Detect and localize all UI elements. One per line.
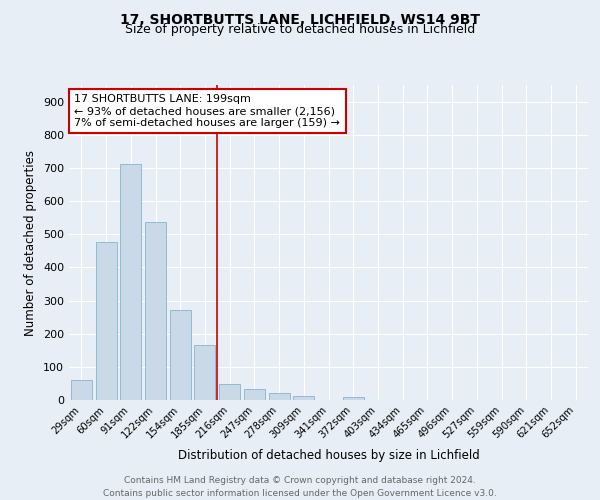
Y-axis label: Number of detached properties: Number of detached properties [25,150,37,336]
X-axis label: Distribution of detached houses by size in Lichfield: Distribution of detached houses by size … [178,449,479,462]
Bar [120,164,141,400]
Bar [219,384,240,400]
Text: 17, SHORTBUTTS LANE, LICHFIELD, WS14 9BT: 17, SHORTBUTTS LANE, LICHFIELD, WS14 9BT [120,12,480,26]
Bar [293,396,314,400]
Bar [269,394,290,400]
Bar [145,222,166,400]
Text: 17 SHORTBUTTS LANE: 199sqm
← 93% of detached houses are smaller (2,156)
7% of se: 17 SHORTBUTTS LANE: 199sqm ← 93% of deta… [74,94,340,128]
Bar [244,390,265,400]
Bar [170,310,191,400]
Text: Contains HM Land Registry data © Crown copyright and database right 2024.
Contai: Contains HM Land Registry data © Crown c… [103,476,497,498]
Bar [95,242,116,400]
Bar [194,346,215,400]
Bar [343,398,364,400]
Text: Size of property relative to detached houses in Lichfield: Size of property relative to detached ho… [125,24,475,36]
Bar [71,380,92,400]
